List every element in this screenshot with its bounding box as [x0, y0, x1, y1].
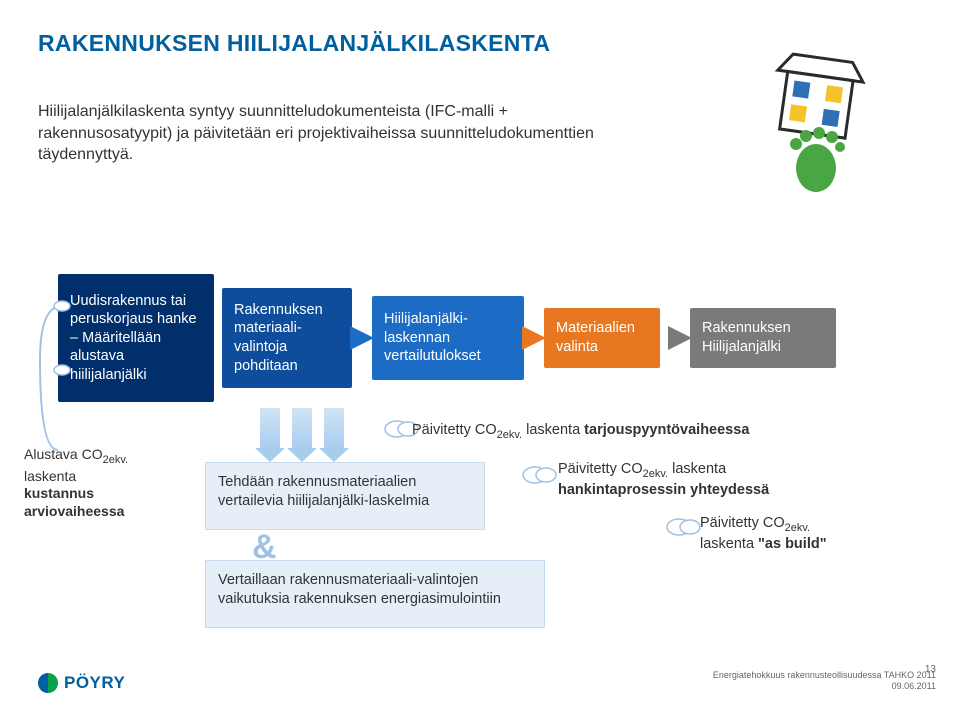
ann1-pre: Päivitetty CO [412, 422, 497, 438]
ann1-post: laskenta [522, 422, 584, 438]
flow-box-4: Materiaalien valinta [544, 308, 660, 368]
left-callout: Alustava CO2ekv. laskenta kustannus arvi… [24, 446, 174, 520]
poyry-mark-icon [38, 673, 58, 693]
footer-conference: Energiatehokkuus rakennusteollisuudessa … [713, 670, 936, 682]
footer-date: 09.06.2011 [713, 681, 936, 693]
co2-sub: 2ekv. [103, 454, 128, 466]
down-arrow-icon [260, 408, 280, 450]
arrow-icon [522, 326, 546, 350]
ann3-post: laskenta [700, 536, 758, 552]
arrow-icon [350, 326, 374, 350]
ann3-sub: 2ekv. [785, 522, 810, 534]
ann3-pre: Päivitetty CO [700, 515, 785, 531]
ann2-post: laskenta [668, 461, 726, 477]
annotation-2: Päivitetty CO2ekv. laskenta hankintaprose… [558, 460, 769, 500]
flow-box-1: Uudisrakennus tai peruskorjaus hanke – M… [58, 274, 214, 402]
ann1-bold: tarjouspyyntövaiheessa [584, 422, 749, 438]
process-flow: Uudisrakennus tai peruskorjaus hanke – M… [58, 274, 836, 402]
ann1-sub: 2ekv. [497, 429, 522, 441]
down-arrows [260, 408, 344, 450]
slide-footer: PÖYRY Energiatehokkuus rakennusteollisuu… [38, 670, 936, 693]
annotation-3: Päivitetty CO2ekv. laskenta "as build" [700, 514, 827, 554]
annotation-1: Päivitetty CO2ekv. laskenta tarjouspyynt… [412, 422, 749, 441]
poyry-logo: PÖYRY [38, 673, 125, 693]
down-arrow-icon [324, 408, 344, 450]
flow-box-3: Hiilijalanjälki-laskennan vertailutuloks… [372, 296, 524, 380]
ann2-pre: Päivitetty CO [558, 461, 643, 477]
poyry-wordmark: PÖYRY [64, 673, 125, 693]
cloud-connector-3 [664, 514, 704, 540]
down-arrow-icon [292, 408, 312, 450]
cloud-connector-2 [520, 462, 560, 488]
line2: laskenta [24, 468, 76, 484]
ann3-bold: "as build" [758, 536, 827, 552]
detail-box-2: Vertaillaan rakennusmateriaali-valintoje… [205, 560, 545, 628]
flow-box-2: Rakennuksen materiaali-valintoja pohdita… [222, 288, 352, 388]
ann2-sub: 2ekv. [643, 468, 668, 480]
line3-bold: kustannus arviovaiheessa [24, 485, 124, 519]
ann2-bold: hankintaprosessin yhteydessä [558, 482, 769, 498]
flow-box-5: Rakennuksen Hiilijalanjälki [690, 308, 836, 368]
building-footprint-icon [754, 26, 884, 201]
intro-paragraph: Hiilijalanjälkilaskenta syntyy suunnitte… [38, 101, 598, 166]
co2-prefix: Alustava CO [24, 446, 103, 462]
arrow-icon [668, 326, 692, 350]
detail-box-1: Tehdään rakennusmateriaalien vertailevia… [205, 462, 485, 530]
